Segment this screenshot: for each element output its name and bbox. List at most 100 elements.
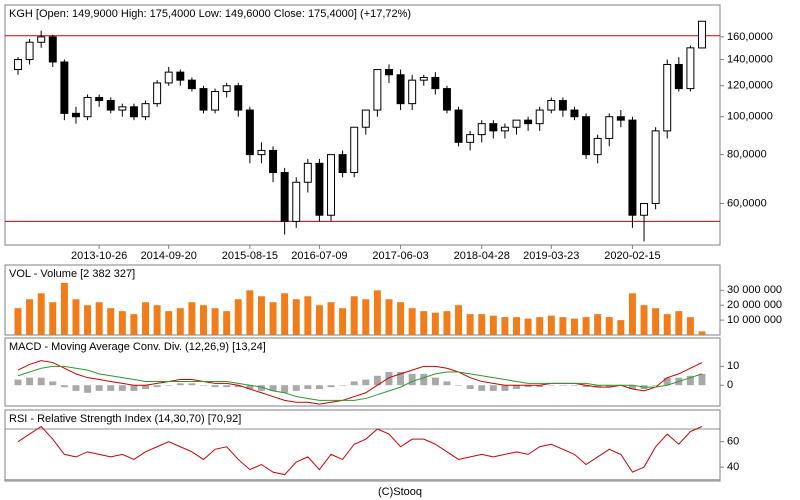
candle-body bbox=[315, 162, 324, 216]
candle-body bbox=[535, 109, 544, 125]
candle-body bbox=[25, 41, 34, 61]
panel-title: RSI - Relative Strength Index (14,30,70)… bbox=[9, 413, 241, 425]
volume-bar bbox=[327, 302, 335, 335]
histogram-bar bbox=[513, 385, 520, 389]
panel-frame bbox=[4, 337, 721, 407]
volume-bar bbox=[605, 317, 613, 335]
y-tick-label: 20 000 000 bbox=[727, 299, 782, 311]
volume-bar bbox=[350, 296, 358, 335]
volume-bar bbox=[652, 308, 660, 335]
candle-body bbox=[234, 85, 243, 111]
candle-body bbox=[153, 82, 162, 105]
x-tick-label: 2020-02-15 bbox=[604, 250, 660, 262]
candle-body bbox=[582, 116, 591, 156]
candle-body bbox=[60, 61, 69, 114]
histogram-bar bbox=[107, 385, 115, 391]
indicator-line bbox=[17, 365, 703, 401]
candle-body bbox=[361, 109, 370, 128]
volume-bar bbox=[246, 290, 254, 335]
y-tick-label: 160,0000 bbox=[727, 31, 773, 43]
histogram-bar bbox=[501, 385, 509, 391]
volume-bar bbox=[304, 296, 312, 335]
histogram-bar bbox=[72, 385, 80, 391]
histogram-bar bbox=[524, 385, 532, 388]
candle-body bbox=[442, 88, 451, 111]
volume-bar bbox=[559, 317, 567, 335]
candle-body bbox=[350, 126, 359, 174]
volume-bar bbox=[594, 314, 602, 335]
volume-bar bbox=[513, 317, 520, 335]
candle-body bbox=[176, 71, 185, 81]
volume-bar bbox=[675, 311, 683, 335]
candle-body bbox=[164, 71, 173, 84]
candle-body bbox=[211, 90, 220, 111]
candle-body bbox=[524, 119, 533, 125]
volume-bar bbox=[234, 299, 242, 335]
y-tick-label: 140,0000 bbox=[727, 53, 773, 65]
candle-body bbox=[118, 106, 127, 111]
histogram-bar bbox=[234, 385, 242, 388]
volume-bar bbox=[547, 315, 555, 335]
histogram-bar bbox=[431, 377, 439, 386]
candle-body bbox=[651, 130, 660, 205]
volume-bar bbox=[501, 317, 509, 335]
histogram-bar bbox=[14, 379, 22, 386]
candle-body bbox=[245, 109, 254, 156]
histogram-bar bbox=[84, 385, 92, 393]
volume-bar bbox=[153, 305, 161, 335]
y-tick-label: 60 bbox=[727, 436, 739, 448]
volume-bar bbox=[397, 302, 405, 335]
candle-body bbox=[385, 69, 393, 76]
volume-bar bbox=[315, 305, 323, 335]
candle-body bbox=[83, 96, 92, 118]
candle-body bbox=[222, 85, 231, 92]
histogram-bar bbox=[373, 375, 381, 386]
volume-bar bbox=[570, 318, 578, 335]
histogram-bar bbox=[95, 385, 103, 391]
histogram-bar bbox=[570, 385, 578, 386]
candle-body bbox=[500, 126, 509, 132]
volume-bar bbox=[362, 299, 370, 335]
histogram-bar bbox=[628, 385, 636, 389]
volume-bar bbox=[142, 302, 150, 335]
volume-bar bbox=[443, 311, 451, 335]
volume-bar bbox=[373, 290, 381, 335]
candle-body bbox=[48, 36, 57, 63]
histogram-bar bbox=[130, 385, 138, 391]
volume-bar bbox=[176, 308, 184, 335]
histogram-bar bbox=[478, 385, 486, 391]
histogram-bar bbox=[153, 385, 161, 388]
volume-bar bbox=[130, 314, 138, 335]
volume-bar bbox=[698, 331, 706, 335]
candle-body bbox=[327, 154, 335, 216]
volume-bar bbox=[292, 299, 300, 335]
x-tick-label: 2017-06-03 bbox=[372, 250, 428, 262]
candle-body bbox=[338, 154, 347, 174]
histogram-bar bbox=[211, 385, 219, 388]
volume-bar bbox=[37, 293, 45, 335]
volume-bar bbox=[118, 311, 126, 335]
histogram-bar bbox=[582, 385, 590, 388]
candle-body bbox=[396, 74, 405, 105]
volume-bar bbox=[257, 296, 265, 335]
volume-bar bbox=[385, 299, 393, 335]
histogram-bar bbox=[698, 373, 706, 386]
histogram-bar bbox=[385, 372, 393, 386]
candle-body bbox=[674, 63, 683, 90]
histogram-bar bbox=[408, 373, 416, 386]
candle-body bbox=[512, 119, 521, 128]
volume-bar bbox=[408, 308, 416, 335]
histogram-bar bbox=[559, 385, 567, 386]
candle-body bbox=[199, 88, 208, 111]
volume-bar bbox=[84, 305, 92, 335]
candle-body bbox=[129, 106, 138, 118]
volume-bar bbox=[281, 293, 289, 335]
volume-bar bbox=[14, 308, 22, 335]
volume-bar bbox=[107, 308, 115, 335]
y-tick-label: 10 000 000 bbox=[727, 314, 782, 326]
volume-bar bbox=[663, 314, 671, 335]
y-tick-label: 100,0000 bbox=[727, 111, 773, 123]
histogram-bar bbox=[49, 381, 57, 386]
x-tick-label: 2019-03-23 bbox=[523, 250, 579, 262]
candle-body bbox=[431, 76, 440, 90]
